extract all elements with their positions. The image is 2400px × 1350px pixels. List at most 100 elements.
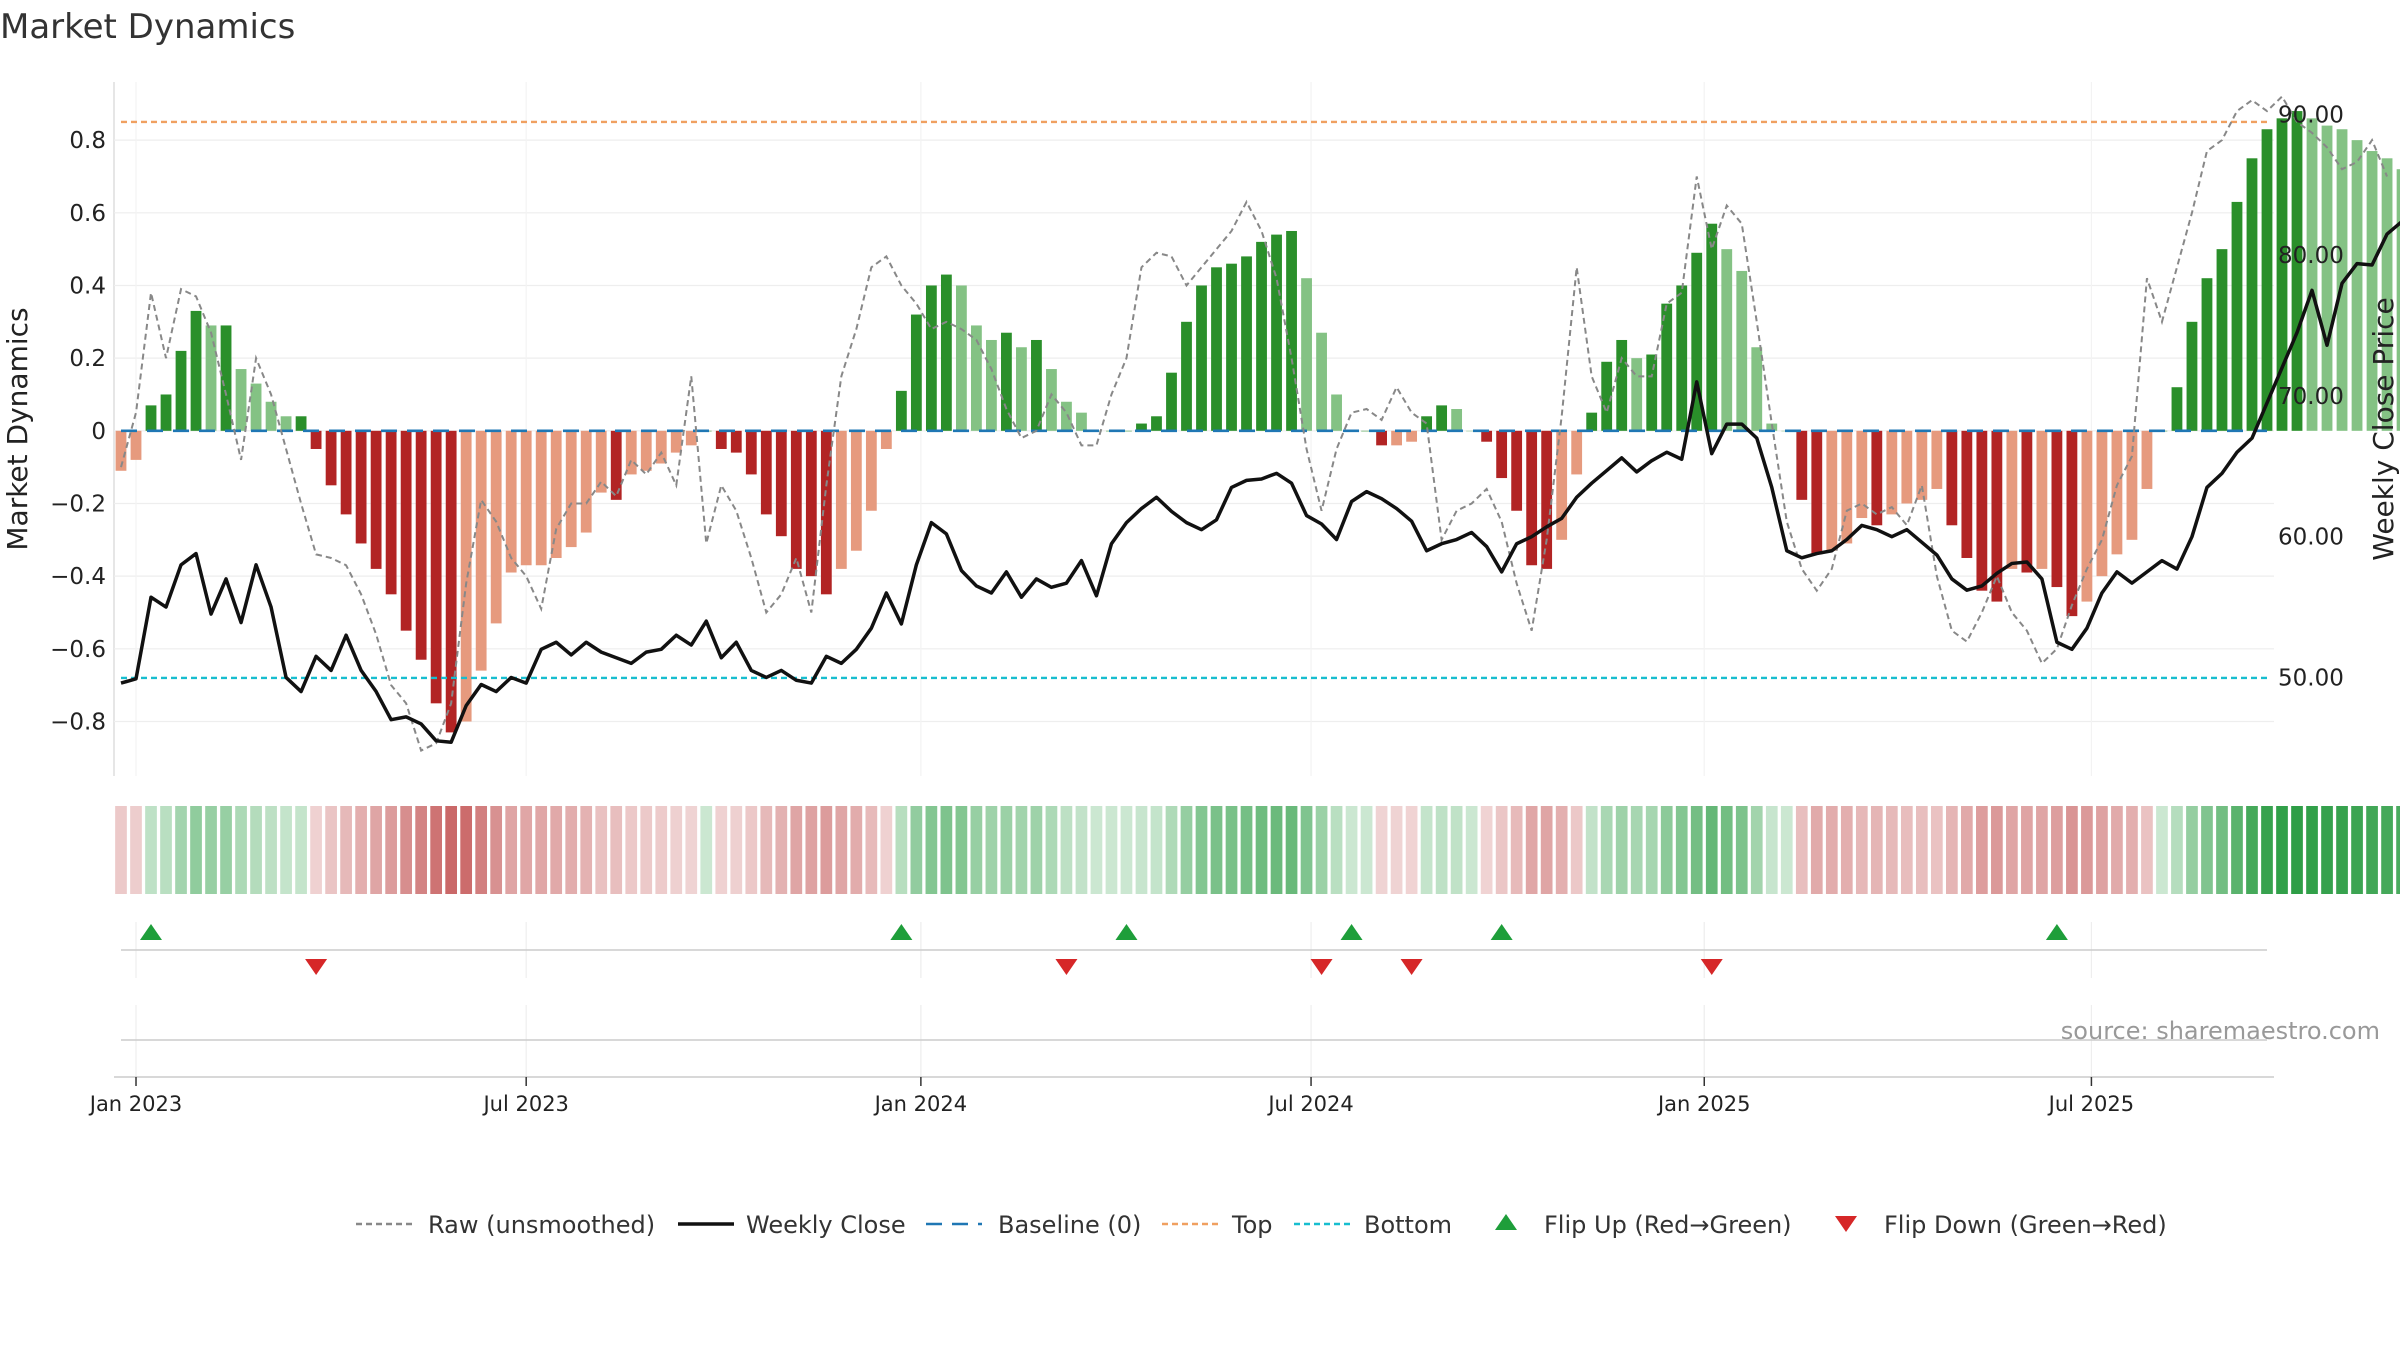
dynamics-bar — [2231, 201, 2243, 431]
legend: Raw (unsmoothed) Weekly Close Baseline (0)… — [356, 1211, 2167, 1239]
heat-cell — [295, 806, 307, 894]
dynamics-bar — [1136, 423, 1147, 431]
dynamics-bar — [205, 325, 217, 431]
dynamics-bar — [1331, 394, 1342, 431]
heat-cell — [1645, 806, 1658, 894]
dynamics-bar — [1406, 430, 1418, 442]
heat-cell — [685, 806, 698, 894]
legend-swatch — [1835, 1216, 1857, 1232]
heat-cell — [910, 806, 923, 894]
heat-cell — [850, 806, 863, 894]
heat-cell — [2126, 806, 2138, 894]
dynamics-bar — [1796, 430, 1808, 500]
legend-item-top: Top — [1162, 1211, 1273, 1239]
heat-cell — [2141, 806, 2153, 894]
dynamics-bar — [2336, 129, 2348, 431]
dynamics-bar — [2126, 430, 2138, 540]
legend-swatch — [1495, 1214, 1517, 1230]
dynamics-bar — [1016, 347, 1027, 431]
dynamics-bar — [1271, 234, 1282, 431]
dynamics-bar — [760, 430, 772, 515]
dynamics-bar — [295, 416, 307, 431]
dynamics-bar — [1646, 354, 1658, 431]
dynamics-bar — [385, 430, 397, 595]
dynamics-bar — [2201, 278, 2213, 431]
flip-up-marker — [1490, 924, 1513, 940]
heat-cell — [550, 806, 563, 894]
dynamics-bar — [895, 390, 907, 431]
heat-cell — [310, 806, 322, 894]
heat-cell — [2066, 806, 2078, 894]
heat-cell — [745, 806, 758, 894]
heat-cell — [1150, 806, 1163, 894]
dynamics-bar — [655, 430, 667, 464]
heat-cell — [2366, 806, 2378, 894]
heat-cell — [385, 806, 397, 894]
dynamics-bar — [865, 430, 877, 511]
dynamics-bar — [1901, 430, 1913, 504]
dynamics-bar — [2066, 430, 2078, 617]
heat-cell — [970, 806, 983, 894]
vertical-gridlines — [135, 82, 2093, 776]
heat-cell — [2381, 806, 2393, 894]
heat-cell — [1360, 806, 1373, 894]
heat-cell — [355, 806, 367, 894]
heat-cell — [1090, 806, 1103, 894]
main-panel: 0.8 0.6 0.4 0.2 0 −0.2 −0.4 −0.6 −0.8 90.00 80.00… — [1, 82, 2400, 776]
dynamics-bar — [190, 310, 202, 431]
dynamics-bar — [1976, 430, 1988, 591]
bottom-panel-gridlines — [135, 1005, 2093, 1077]
heat-cell — [1690, 806, 1703, 894]
dynamics-bar — [640, 430, 652, 471]
dynamics-bar — [1211, 267, 1222, 431]
heat-cell — [1345, 806, 1358, 894]
left-tick-label: −0.2 — [50, 491, 106, 517]
dynamics-bar — [1811, 430, 1823, 555]
dynamics-bar — [475, 430, 487, 671]
heat-cell — [1195, 806, 1208, 894]
dynamics-bar — [970, 325, 982, 431]
dynamics-bar — [1826, 430, 1838, 551]
dynamics-bar — [160, 394, 172, 431]
dynamics-bar — [745, 430, 757, 475]
dynamics-bar — [1661, 303, 1673, 431]
dynamics-bar — [265, 401, 277, 431]
heat-cell — [1120, 806, 1133, 894]
dynamics-bar — [610, 430, 622, 500]
heat-cell — [2261, 806, 2273, 894]
heat-cell — [490, 806, 503, 894]
dynamics-bar — [580, 430, 592, 533]
heat-cell — [1300, 806, 1313, 894]
dynamics-bar — [2171, 387, 2183, 431]
dynamics-bar — [415, 430, 427, 660]
dynamics-bar — [250, 383, 262, 431]
regime-heat-strip — [115, 806, 2400, 894]
dynamics-bar — [1421, 416, 1433, 431]
heat-cell — [2051, 806, 2063, 894]
dynamics-bar — [520, 430, 532, 566]
heat-cell — [1480, 806, 1493, 894]
legend-label: Top — [1231, 1211, 1273, 1239]
dynamics-bar — [1511, 430, 1523, 511]
dynamics-bar — [220, 325, 232, 431]
flip-down-marker — [1700, 959, 1723, 975]
source-label: source: sharemaestro.com — [2061, 1017, 2380, 1045]
dynamics-bar — [2381, 158, 2393, 431]
heat-cell — [1000, 806, 1013, 894]
heat-cell — [1780, 806, 1793, 894]
heat-cell — [835, 806, 848, 894]
heat-cell — [610, 806, 623, 894]
dynamics-bar — [595, 430, 607, 493]
heat-cell — [1045, 806, 1058, 894]
dynamics-bar — [1226, 263, 1237, 431]
dynamics-bar — [1001, 332, 1012, 431]
dynamics-bar — [1616, 339, 1628, 431]
flip-down-marker — [1310, 959, 1333, 975]
dynamics-bar — [130, 430, 142, 460]
heat-cell — [2186, 806, 2198, 894]
dynamics-bars — [115, 111, 2400, 733]
dynamics-bar — [1721, 249, 1733, 431]
dynamics-bar — [235, 369, 247, 431]
left-axis-ticks: 0.8 0.6 0.4 0.2 0 −0.2 −0.4 −0.6 −0.8 — [50, 128, 106, 735]
dynamics-bar — [1886, 430, 1898, 515]
